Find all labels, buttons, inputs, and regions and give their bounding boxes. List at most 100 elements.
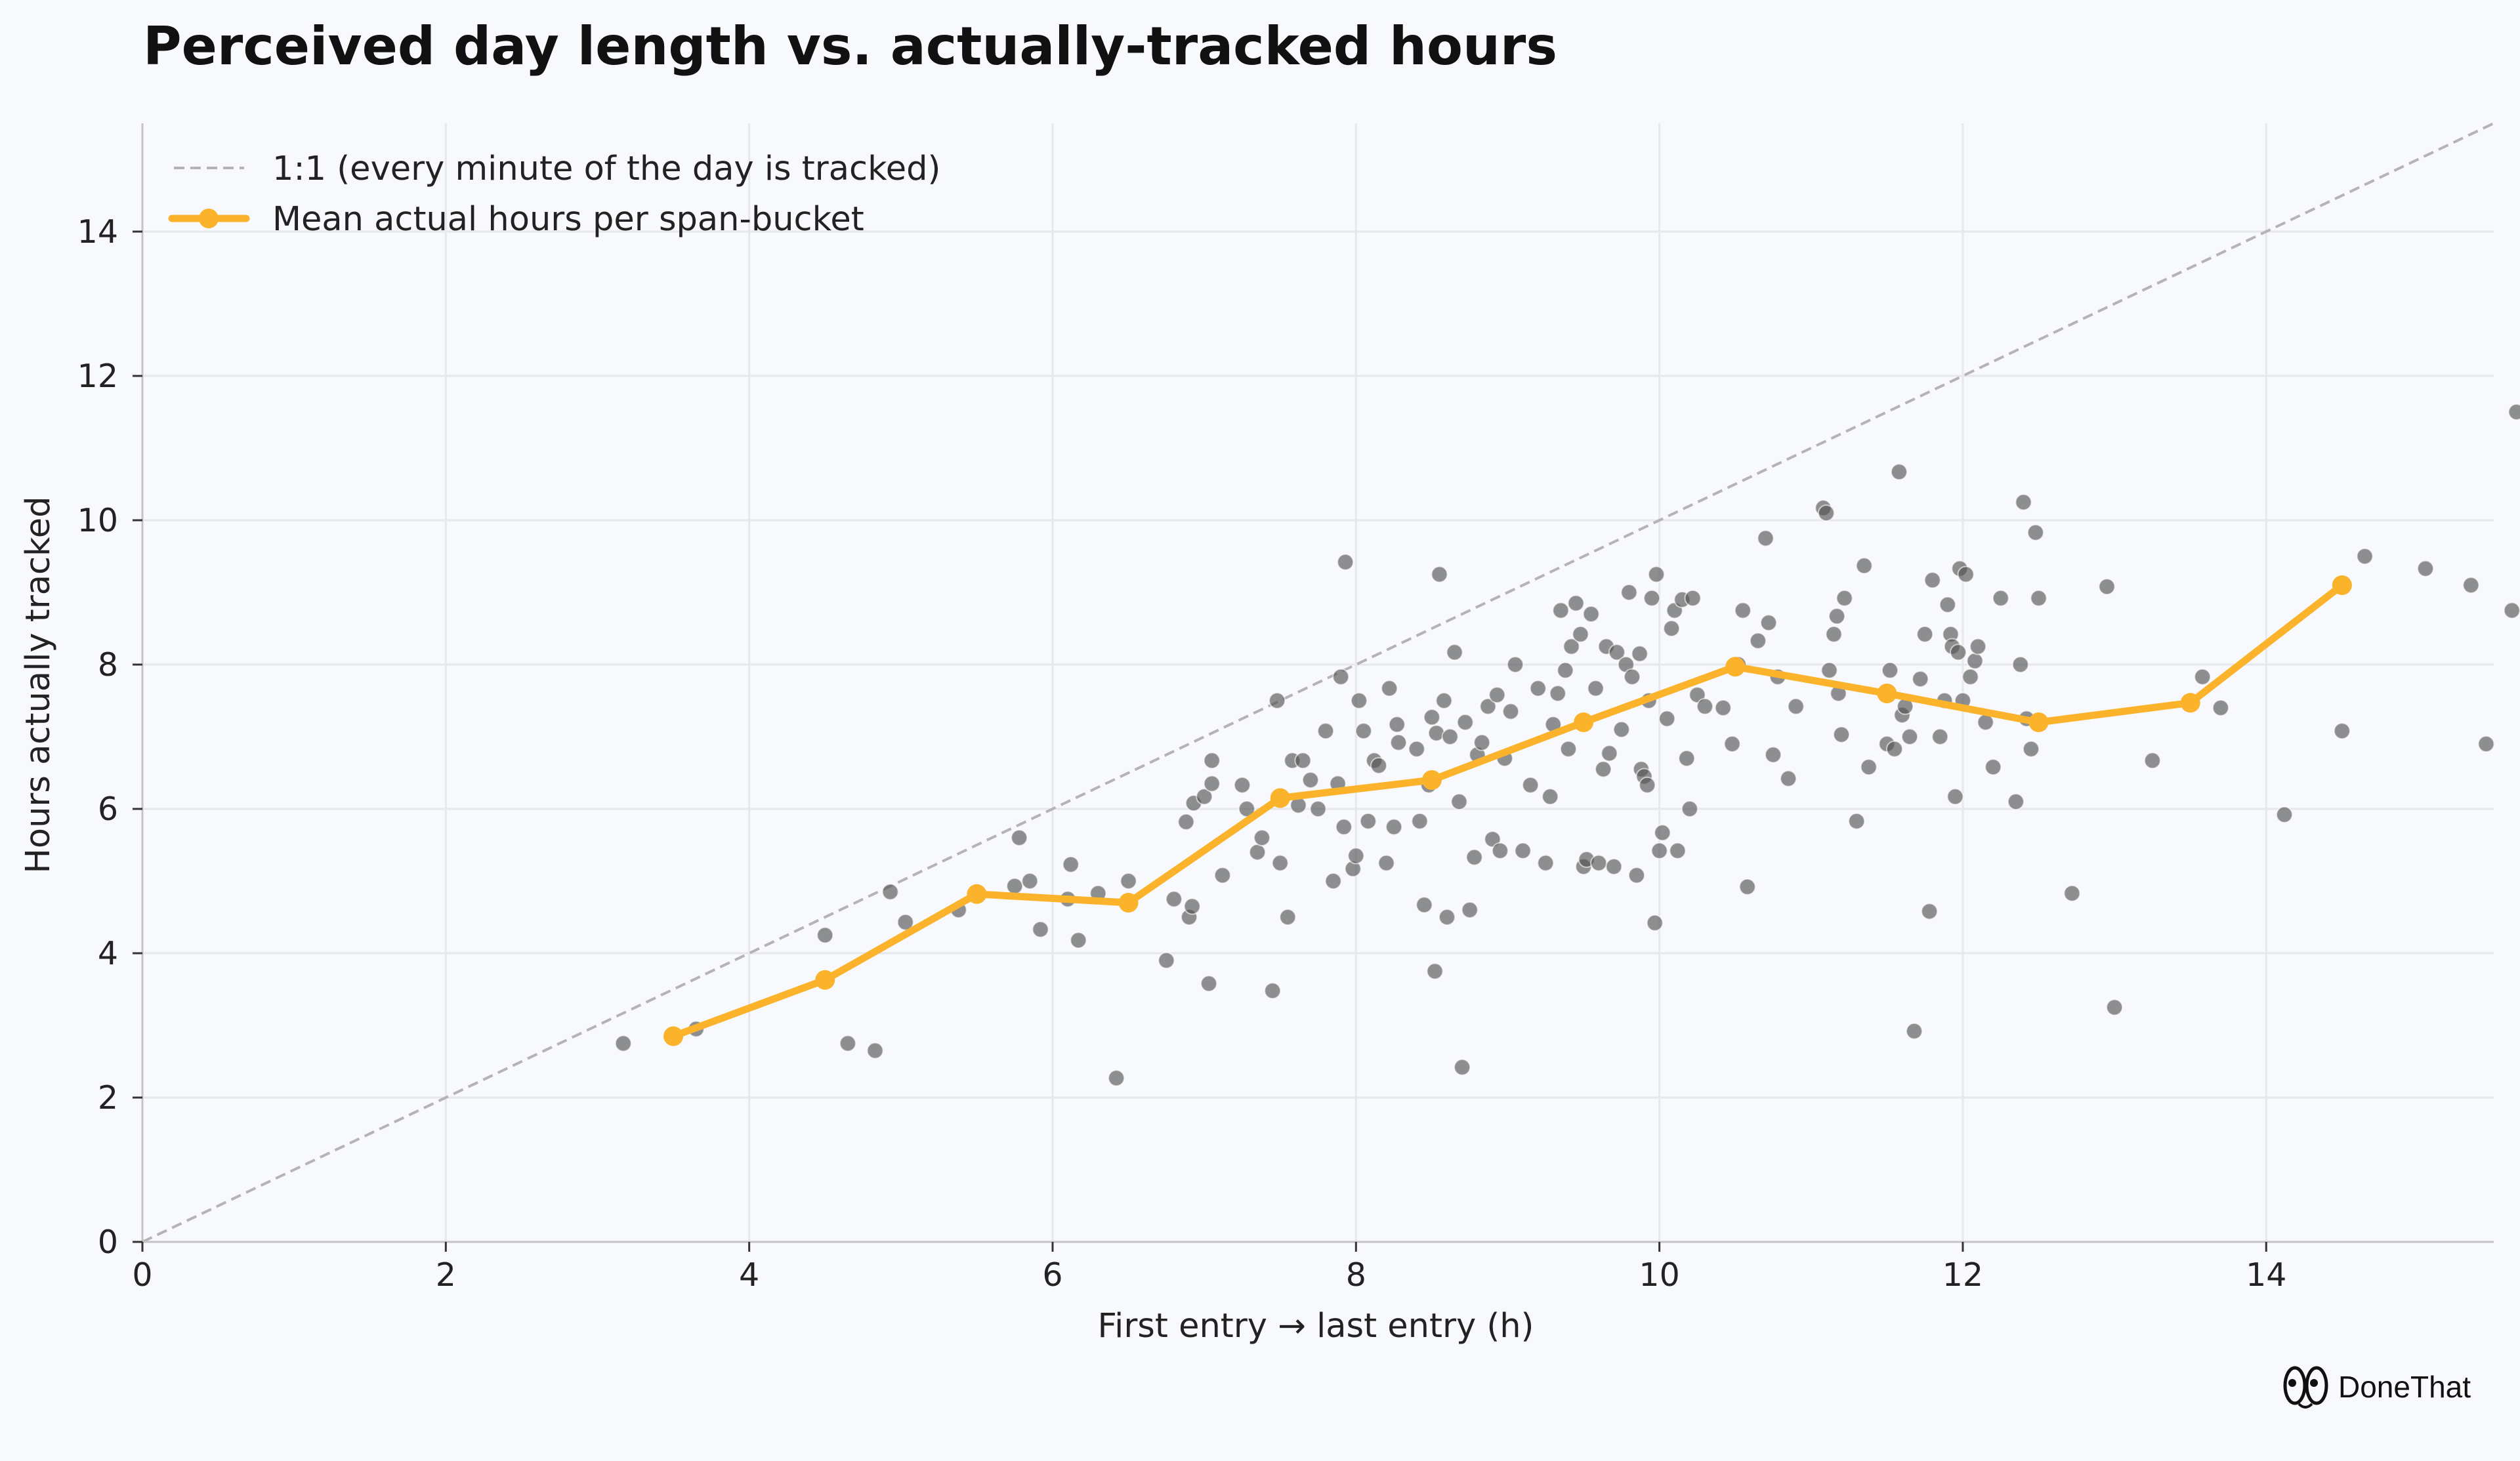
scatter-point	[1663, 620, 1681, 637]
mean-point	[1725, 657, 1746, 677]
scatter-point	[1271, 854, 1289, 872]
scatter-point	[1912, 670, 1929, 688]
scatter-point	[1984, 758, 2002, 776]
scatter-point	[1377, 854, 1395, 872]
legend: 1:1 (every minute of the day is tracked)…	[168, 150, 940, 239]
scatter-point	[1294, 752, 1312, 770]
scatter-point	[1601, 745, 1618, 762]
scatter-point	[1749, 632, 1767, 649]
mean-point	[967, 884, 987, 904]
scatter-point	[1317, 722, 1335, 740]
scatter-point	[1628, 867, 1645, 884]
scatter-point	[1203, 775, 1221, 792]
x-tick-label: 12	[1942, 1256, 1983, 1294]
mean-point	[1118, 893, 1139, 913]
mean-point	[1270, 788, 1290, 808]
scatter-point	[2026, 524, 2044, 541]
scatter-point	[1825, 625, 1843, 643]
scatter-point	[1165, 890, 1183, 908]
scatter-point	[1557, 661, 1574, 679]
scatter-point	[1337, 553, 1354, 571]
scatter-point	[1309, 800, 1327, 817]
scatter-point	[1177, 813, 1195, 831]
scatter-point	[2477, 735, 2495, 752]
scatter-point	[2106, 998, 2124, 1016]
y-axis-label: Hours actually tracked	[19, 497, 58, 874]
scatter-point	[1848, 812, 1866, 830]
scatter-point	[1946, 788, 1964, 806]
scatter-point	[1559, 740, 1577, 758]
scatter-point	[1450, 793, 1468, 810]
y-tick-label: 2	[98, 1079, 118, 1117]
scatter-point	[1070, 932, 1087, 949]
scatter-point	[1347, 847, 1365, 865]
scatter-point	[1423, 709, 1440, 726]
scatter-point	[1780, 770, 1797, 787]
scatter-point	[1514, 842, 1532, 859]
legend-label-mean: Mean actual hours per span-bucket	[272, 200, 864, 239]
scatter-point	[1522, 776, 1540, 794]
mean-point	[2028, 712, 2049, 732]
scatter-point	[1269, 692, 1286, 709]
scatter-point	[614, 1035, 632, 1052]
legend-label-reference: 1:1 (every minute of the day is tracked)	[272, 150, 940, 188]
scatter-point	[1582, 606, 1600, 623]
scatter-point	[1820, 661, 1838, 679]
scatter-point	[1939, 596, 1956, 613]
scatter-point	[1279, 909, 1297, 926]
scatter-point	[1411, 812, 1429, 830]
brand-name: DoneThat	[2338, 1370, 2471, 1404]
x-tick-label: 10	[1639, 1256, 1679, 1294]
scatter-point	[1624, 668, 1641, 686]
scatter-point	[1684, 589, 1702, 607]
eyes-icon	[2283, 1366, 2328, 1409]
scatter-point	[1885, 740, 1903, 758]
scatter-point	[1359, 812, 1377, 830]
scatter-point	[1572, 625, 1589, 643]
scatter-point	[1183, 897, 1201, 915]
y-tick-label: 0	[98, 1224, 118, 1261]
scatter-point	[1021, 873, 1039, 890]
scatter-point	[1426, 962, 1444, 980]
x-tick-label: 2	[436, 1256, 456, 1294]
scatter-point	[1203, 752, 1221, 770]
scatter-point	[1253, 829, 1270, 846]
scatter-point	[1646, 914, 1664, 932]
reference-line	[142, 122, 2494, 1243]
scatter-point	[1723, 735, 1741, 752]
scatter-point	[1529, 680, 1547, 697]
x-tick-label: 4	[739, 1256, 759, 1294]
scatter-point	[1435, 692, 1453, 709]
scatter-point	[1643, 589, 1661, 607]
y-tick-label: 12	[77, 358, 118, 395]
scatter-points	[614, 403, 2520, 1087]
x-tick-label: 6	[1042, 1256, 1062, 1294]
scatter-point	[1032, 920, 1049, 938]
scatter-point	[2007, 793, 2025, 810]
y-axis-ticks: 0 2 4 6 8 10 12 14	[77, 213, 142, 1261]
x-axis-label: First entry → last entry (h)	[1098, 1307, 1534, 1346]
scatter-point	[1108, 1069, 1125, 1087]
scatter-point	[1817, 504, 1835, 522]
scatter-point	[1390, 733, 1408, 751]
scatter-point	[1950, 644, 1967, 661]
scatter-point	[839, 1035, 856, 1052]
scatter-point	[1901, 728, 1919, 745]
scatter-point	[1454, 1058, 1471, 1076]
x-tick-label: 8	[1346, 1256, 1366, 1294]
scatter-point	[1431, 566, 1448, 583]
scatter-point	[1734, 602, 1752, 619]
scatter-point	[2356, 548, 2374, 565]
mean-point	[2180, 693, 2200, 713]
scatter-point	[1502, 703, 1520, 720]
mean-point	[663, 1026, 684, 1046]
scatter-point	[1639, 776, 1656, 794]
scatter-point	[1491, 842, 1509, 859]
scatter-point	[1465, 848, 1483, 866]
scatter-point	[2143, 752, 2161, 770]
y-tick-label: 6	[98, 791, 118, 828]
scatter-point	[1738, 878, 1756, 895]
scatter-point	[2098, 578, 2116, 596]
scatter-point	[1381, 680, 1398, 697]
